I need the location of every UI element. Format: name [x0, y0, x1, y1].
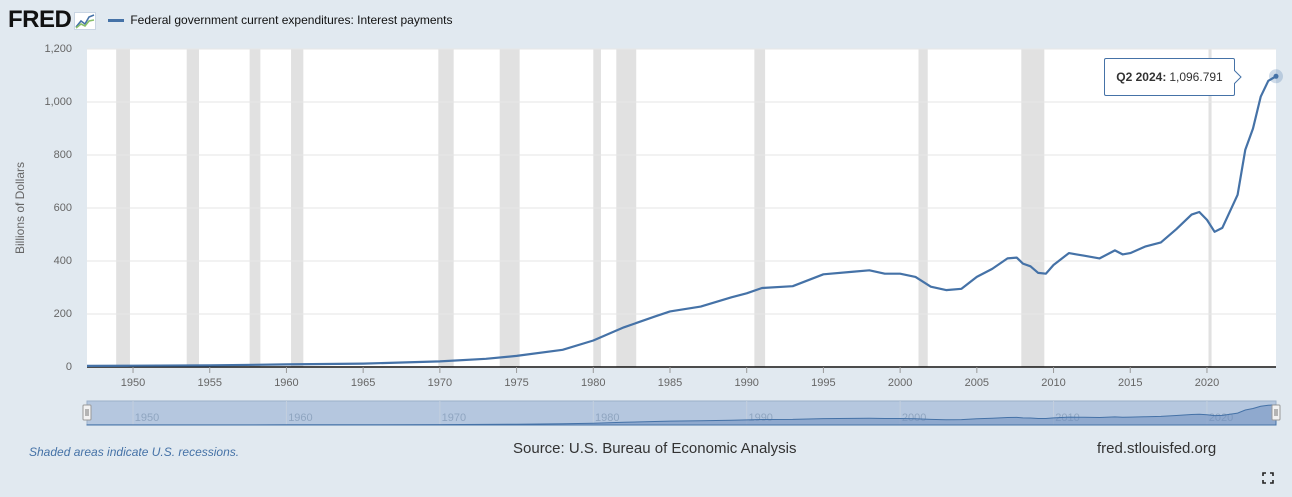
x-tick-label: 1990: [734, 377, 758, 389]
x-tick-label: 2000: [888, 377, 912, 389]
fullscreen-icon[interactable]: [1262, 472, 1274, 484]
x-tick-label: 2015: [1118, 377, 1142, 389]
x-axis-ticks: 1950 1955 1960 1965 1970 1975 1980 1985 1990 1995…: [121, 367, 1219, 389]
x-tick-label: 1950: [121, 377, 145, 389]
last-data-point-marker[interactable]: [1273, 73, 1279, 79]
chart-header: FRED Federal government current expendit…: [8, 6, 453, 34]
fred-logo[interactable]: FRED: [8, 6, 72, 33]
x-tick-label: 1995: [811, 377, 835, 389]
y-tick-label: 800: [54, 149, 72, 161]
navigator-right-handle-icon[interactable]: [1271, 404, 1281, 421]
x-tick-label: 2010: [1041, 377, 1065, 389]
tooltip-value: 1,096.791: [1169, 70, 1223, 84]
y-axis-ticks: 0 200 400 600 800 1,000 1,200: [44, 43, 72, 373]
navigator-left-handle-icon[interactable]: [82, 404, 92, 421]
x-tick-label: 1955: [197, 377, 221, 389]
data-tooltip: Q2 2024: 1,096.791: [1104, 58, 1235, 96]
y-tick-label: 600: [54, 202, 72, 214]
navigator-tick-label: 1970: [442, 412, 466, 424]
legend-label: Federal government current expenditures:…: [130, 13, 453, 27]
series-line[interactable]: [86, 75, 1277, 367]
y-tick-label: 1,000: [44, 96, 72, 108]
legend[interactable]: Federal government current expenditures:…: [108, 13, 453, 27]
x-tick-label: 1985: [658, 377, 682, 389]
navigator[interactable]: 19501960197019801990200020102020: [82, 400, 1281, 426]
y-tick-label: 1,200: [44, 43, 72, 55]
recession-note: Shaded areas indicate U.S. recessions.: [29, 445, 240, 459]
source-text: Source: U.S. Bureau of Economic Analysis: [513, 440, 797, 457]
trend-graph-icon: [74, 12, 97, 30]
x-tick-label: 1975: [504, 377, 528, 389]
navigator-tick-label: 1980: [595, 412, 619, 424]
x-tick-label: 1980: [581, 377, 605, 389]
y-axis-label: Billions of Dollars: [13, 162, 27, 254]
x-tick-label: 2020: [1195, 377, 1219, 389]
navigator-tick-label: 1950: [135, 412, 159, 424]
tooltip-date: Q2 2024:: [1116, 70, 1167, 84]
y-tick-label: 400: [54, 255, 72, 267]
y-tick-label: 200: [54, 308, 72, 320]
navigator-area: [86, 404, 1277, 426]
x-tick-label: 2005: [965, 377, 989, 389]
x-tick-label: 1965: [351, 377, 375, 389]
x-tick-label: 1970: [428, 377, 452, 389]
x-tick-label: 1960: [274, 377, 298, 389]
y-tick-label: 0: [66, 361, 72, 373]
fred-url-link[interactable]: fred.stlouisfed.org: [1097, 440, 1217, 457]
legend-swatch: [108, 18, 125, 22]
navigator-tick-label: 1960: [288, 412, 312, 424]
gridlines: [87, 48, 1276, 368]
tooltip-arrow-icon: [1234, 70, 1242, 84]
